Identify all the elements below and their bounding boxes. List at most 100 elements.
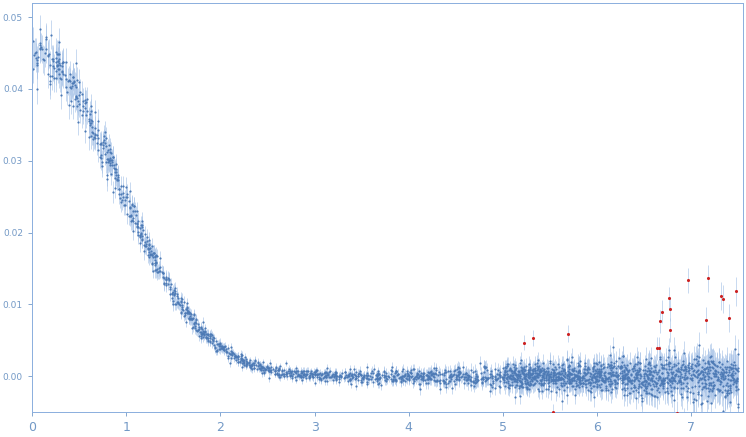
- Point: [113, 185, 125, 192]
- Point: [372, 372, 384, 379]
- Point: [589, 360, 601, 367]
- Point: [395, 374, 407, 381]
- Point: [164, 284, 176, 291]
- Point: [172, 299, 184, 306]
- Point: [548, 370, 560, 377]
- Point: [606, 371, 618, 378]
- Point: [361, 378, 373, 385]
- Point: [524, 381, 536, 388]
- Point: [272, 371, 284, 378]
- Point: [524, 378, 536, 385]
- Point: [593, 358, 605, 365]
- Point: [131, 229, 143, 236]
- Point: [657, 379, 669, 386]
- Point: [295, 373, 307, 380]
- Point: [658, 377, 670, 384]
- Point: [235, 350, 247, 357]
- Point: [466, 374, 477, 381]
- Point: [486, 375, 498, 382]
- Point: [497, 375, 509, 382]
- Point: [408, 375, 420, 382]
- Point: [104, 146, 116, 153]
- Point: [360, 371, 372, 378]
- Point: [505, 375, 517, 382]
- Point: [640, 378, 652, 385]
- Point: [244, 357, 256, 364]
- Point: [647, 373, 659, 380]
- Point: [505, 368, 517, 375]
- Point: [597, 361, 609, 368]
- Point: [151, 251, 163, 258]
- Point: [582, 369, 594, 376]
- Point: [128, 203, 140, 210]
- Point: [633, 382, 645, 389]
- Point: [312, 374, 324, 381]
- Point: [614, 369, 626, 376]
- Point: [417, 371, 429, 378]
- Point: [665, 371, 677, 378]
- Point: [690, 396, 702, 403]
- Point: [31, 60, 43, 67]
- Point: [721, 363, 733, 370]
- Point: [727, 371, 739, 378]
- Point: [417, 369, 429, 376]
- Point: [68, 78, 80, 85]
- Point: [143, 246, 155, 253]
- Point: [542, 368, 554, 375]
- Point: [542, 368, 554, 375]
- Point: [614, 375, 626, 382]
- Point: [594, 369, 606, 376]
- Point: [565, 370, 577, 377]
- Point: [50, 54, 62, 61]
- Point: [511, 376, 523, 383]
- Point: [594, 371, 606, 378]
- Point: [559, 374, 571, 381]
- Point: [600, 375, 612, 382]
- Point: [629, 361, 641, 368]
- Point: [712, 368, 724, 375]
- Point: [576, 375, 588, 382]
- Point: [475, 370, 487, 377]
- Point: [330, 368, 342, 375]
- Point: [422, 372, 434, 379]
- Point: [355, 372, 367, 379]
- Point: [587, 383, 599, 390]
- Point: [63, 71, 75, 78]
- Point: [595, 369, 606, 376]
- Point: [527, 365, 539, 372]
- Point: [700, 316, 712, 323]
- Point: [348, 365, 360, 372]
- Point: [673, 377, 685, 384]
- Point: [619, 375, 631, 382]
- Point: [158, 279, 170, 286]
- Point: [631, 354, 643, 361]
- Point: [380, 375, 392, 382]
- Point: [610, 372, 622, 379]
- Point: [139, 239, 151, 246]
- Point: [644, 360, 656, 367]
- Point: [87, 129, 98, 136]
- Point: [709, 368, 721, 375]
- Point: [484, 373, 496, 380]
- Point: [296, 377, 308, 384]
- Point: [102, 146, 114, 153]
- Point: [128, 208, 140, 215]
- Point: [606, 381, 618, 388]
- Point: [556, 361, 568, 368]
- Point: [259, 366, 271, 373]
- Point: [468, 378, 480, 385]
- Point: [554, 370, 565, 377]
- Point: [701, 364, 713, 371]
- Point: [347, 374, 359, 381]
- Point: [592, 381, 604, 388]
- Point: [385, 367, 397, 374]
- Point: [499, 369, 511, 376]
- Point: [427, 371, 439, 378]
- Point: [59, 71, 71, 78]
- Point: [392, 370, 404, 377]
- Point: [180, 311, 192, 318]
- Point: [197, 330, 209, 337]
- Point: [567, 368, 579, 375]
- Point: [363, 376, 374, 383]
- Point: [149, 267, 161, 274]
